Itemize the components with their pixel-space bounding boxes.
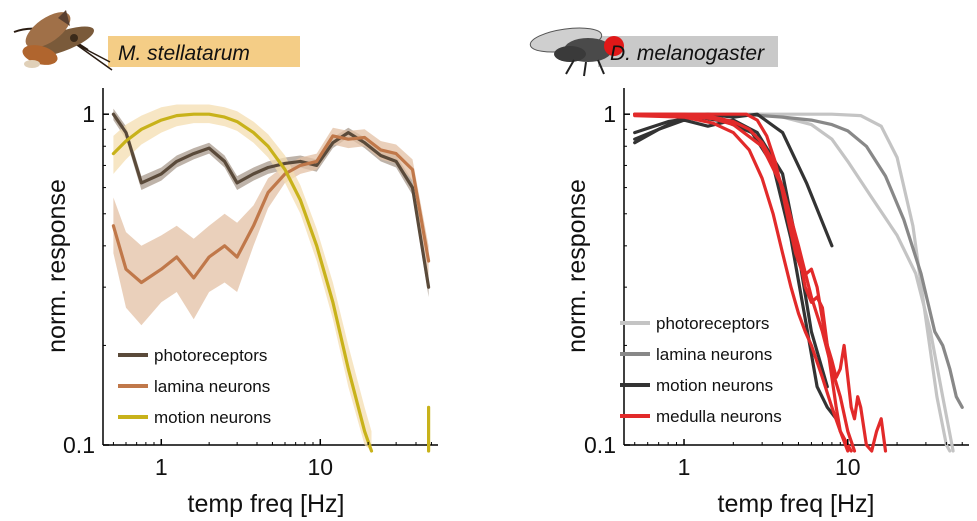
legend-label-lamina-right: lamina neurons — [656, 345, 772, 364]
legend-label-photoreceptors-left: photoreceptors — [154, 346, 267, 365]
y-tick-label-left-1: 1 — [82, 101, 95, 127]
legend-left: photoreceptors lamina neurons motion neu… — [118, 346, 271, 427]
legend-label-medulla-right: medulla neurons — [656, 407, 782, 426]
y-axis-label-left: norm. response — [43, 179, 71, 353]
title-left: M. stellatarum — [118, 42, 250, 65]
x-tick-label-left-0: 1 — [155, 454, 168, 480]
series-line-right-7 — [635, 114, 855, 451]
x-tick-label-left-1: 10 — [307, 454, 333, 480]
series-line-right-0 — [635, 114, 950, 451]
title-right: D. melanogaster — [610, 42, 765, 65]
y-tick-label-right-1: 1 — [603, 101, 616, 127]
legend-label-photoreceptors-right: photoreceptors — [656, 314, 769, 333]
series-line-right-8 — [635, 114, 852, 451]
x-axis-label-left: temp freq [Hz] — [188, 490, 345, 518]
x-axis-label-right: temp freq [Hz] — [718, 490, 875, 518]
series-line-right-5 — [635, 117, 837, 419]
y-tick-label-right-0: 0.1 — [584, 432, 616, 458]
legend-label-motion-right: motion neurons — [656, 376, 773, 395]
moth-image — [14, 5, 112, 70]
panel-left: M. stellatarum 1 10 0.1 1 norm. response te… — [14, 5, 438, 518]
legend-label-lamina-left: lamina neurons — [154, 377, 270, 396]
series-line-right-9 — [635, 114, 886, 451]
y-tick-label-left-0: 0.1 — [63, 432, 95, 458]
legend-right: photoreceptors lamina neurons motion neu… — [620, 314, 782, 426]
series-line-right-1 — [635, 114, 953, 451]
x-tick-label-right-1: 10 — [835, 454, 861, 480]
panel-right: D. melanogaster 1 10 0.1 1 norm. response t… — [529, 24, 969, 518]
y-axis-label-right: norm. response — [563, 179, 591, 353]
legend-label-motion-left: motion neurons — [154, 408, 271, 427]
x-tick-label-right-0: 1 — [678, 454, 691, 480]
